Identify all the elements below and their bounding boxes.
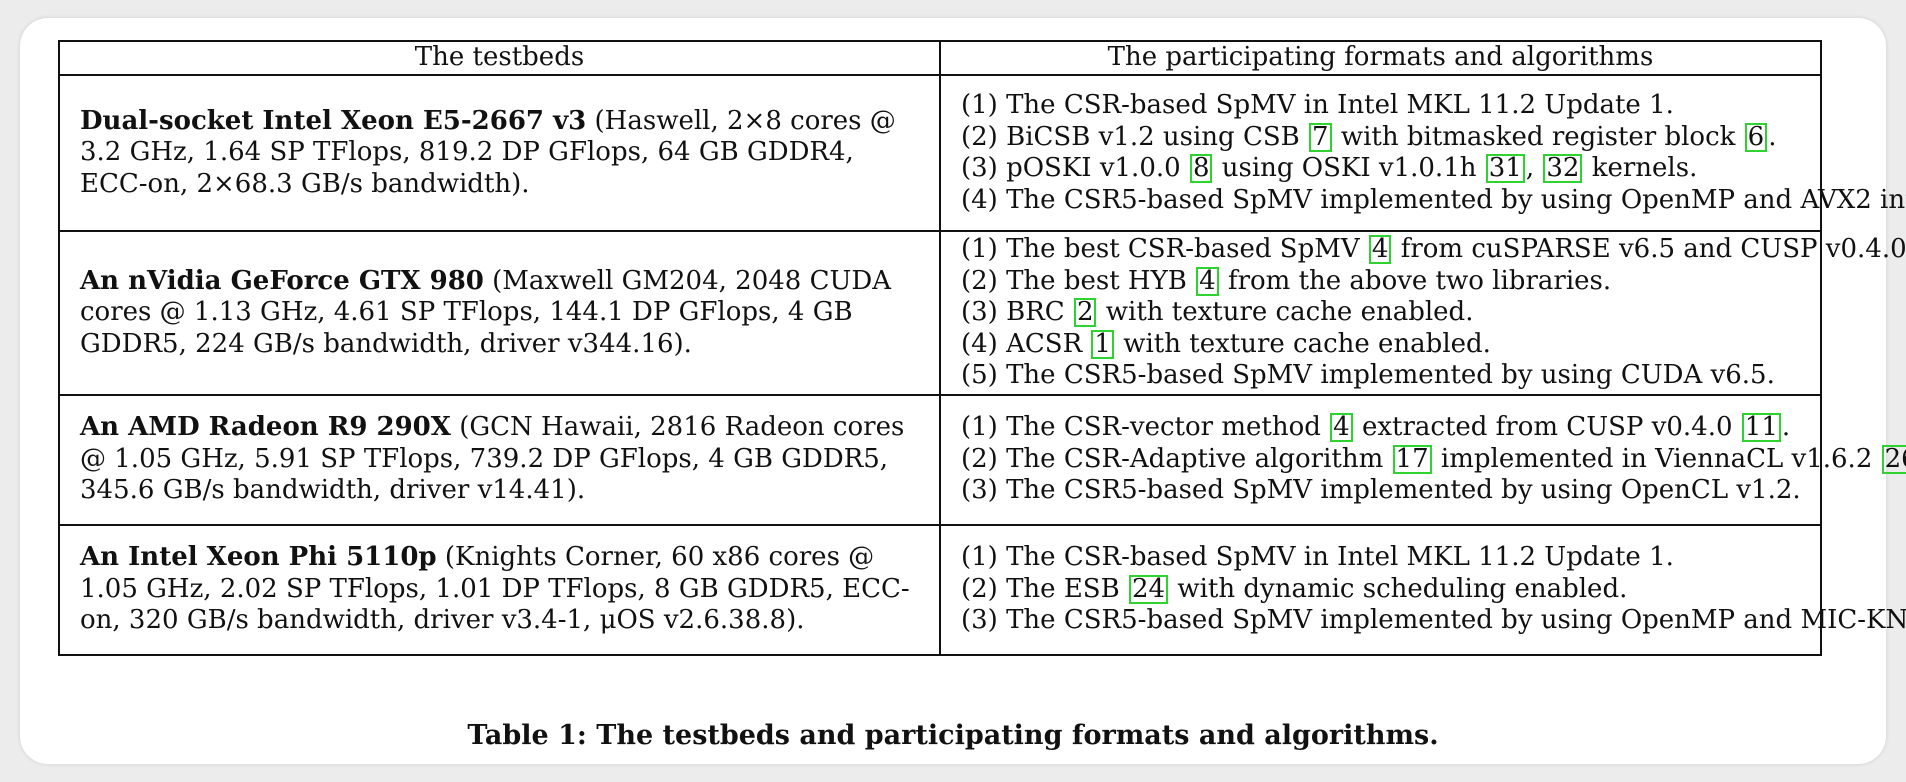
formats-cell: (1) The CSR-vector method 4 extracted fr…	[939, 393, 1906, 526]
table-body: Dual-socket Intel Xeon E5-2667 v3 (Haswe…	[58, 74, 1906, 656]
testbed-name: An nVidia GeForce GTX 980	[80, 265, 484, 296]
header-formats: The participating formats and algorithms	[939, 40, 1822, 76]
algorithm-text: using OSKI v1.0.1h	[1213, 153, 1485, 183]
algorithm-text: (2) The ESB	[961, 573, 1128, 604]
algorithm-item: (1) The CSR-based SpMV in Intel MKL 11.2…	[961, 90, 1812, 122]
algorithm-item: (4) The CSR5-based SpMV implemented by u…	[961, 185, 1906, 217]
testbed-name: An Intel Xeon Phi 5110p	[80, 542, 437, 573]
citation-link[interactable]: 4	[1330, 413, 1353, 443]
table-header-row: The testbeds The participating formats a…	[58, 40, 1822, 76]
testbed-cell: An nVidia GeForce GTX 980 (Maxwell GM204…	[58, 230, 941, 396]
algorithm-text: from the above two libraries.	[1219, 265, 1612, 296]
algorithm-text: (1) The CSR-based SpMV in Intel MKL 11.2…	[961, 90, 1674, 120]
algorithm-item: (2) The CSR-Adaptive algorithm 17 implem…	[961, 443, 1906, 476]
citation-link[interactable]: 32	[1543, 154, 1583, 183]
table-row: An AMD Radeon R9 290X (GCN Hawaii, 2816 …	[58, 393, 1906, 526]
table-caption: Table 1: The testbeds and participating …	[467, 720, 1439, 751]
testbed-specs: (Haswell, 2×8 cores @ 3.2 GHz, 1.64 SP T…	[80, 105, 896, 199]
algorithm-text: from cuSPARSE v6.5 and CUSP v0.4.0	[1392, 234, 1906, 264]
algorithm-text: (2) BiCSB v1.2 using CSB	[961, 121, 1309, 152]
algorithm-item: (5) The CSR5-based SpMV implemented by u…	[961, 360, 1812, 392]
algorithm-text: with texture cache enabled.	[1114, 328, 1491, 359]
algorithm-text: extracted from CUSP v0.4.0	[1353, 412, 1741, 443]
testbed-name: Dual-socket Intel Xeon E5-2667 v3	[80, 105, 587, 136]
testbed-specs: (GCN Hawaii, 2816 Radeon cores @ 1.05 GH…	[80, 412, 905, 506]
testbed-cell: Dual-socket Intel Xeon E5-2667 v3 (Haswe…	[58, 74, 941, 232]
testbed-name: An AMD Radeon R9 290X	[80, 412, 451, 443]
table-row: An Intel Xeon Phi 5110p (Knights Corner,…	[58, 523, 1906, 656]
algorithm-text: (2) The best HYB	[961, 265, 1196, 296]
citation-link[interactable]: 7	[1309, 122, 1332, 152]
algorithm-text: implemented in ViennaCL v1.6.2	[1432, 443, 1881, 474]
algorithm-item: (1) The best CSR-based SpMV 4 from cuSPA…	[961, 234, 1906, 266]
algorithm-item: (2) BiCSB v1.2 using CSB 7 with bitmaske…	[961, 122, 1812, 154]
citation-link[interactable]: 8	[1189, 154, 1213, 183]
table-row: An nVidia GeForce GTX 980 (Maxwell GM204…	[58, 230, 1906, 396]
citation-link[interactable]: 4	[1196, 266, 1219, 296]
algorithm-text: ,	[1525, 153, 1543, 183]
algorithm-item: (4) ACSR 1 with texture cache enabled.	[961, 329, 1812, 361]
algorithm-text: (4) ACSR	[961, 328, 1091, 359]
citation-link[interactable]: 4	[1368, 235, 1392, 264]
algorithm-text: (5) The CSR5-based SpMV implemented by u…	[961, 360, 1775, 390]
citation-link[interactable]: 11	[1741, 413, 1781, 443]
algorithm-text: (4) The CSR5-based SpMV implemented by u…	[961, 184, 1906, 215]
citation-link[interactable]: 1	[1091, 329, 1114, 359]
algorithm-text: with dynamic scheduling enabled.	[1169, 573, 1628, 604]
algorithm-text: (3) BRC	[961, 297, 1073, 327]
citation-link[interactable]: 26	[1881, 444, 1906, 474]
formats-cell: (1) The CSR-based SpMV in Intel MKL 11.2…	[939, 74, 1906, 232]
testbeds-table: The testbeds The participating formats a…	[58, 40, 1906, 656]
testbed-specs: (Maxwell GM204, 2048 CUDA cores @ 1.13 G…	[80, 265, 892, 359]
algorithm-text: (1) The best CSR-based SpMV	[961, 234, 1368, 264]
algorithm-item: (1) The CSR-based SpMV in Intel MKL 11.2…	[961, 542, 1812, 574]
table-row: Dual-socket Intel Xeon E5-2667 v3 (Haswe…	[58, 74, 1906, 232]
citation-link[interactable]: 24	[1129, 574, 1169, 604]
citation-link[interactable]: 31	[1485, 154, 1525, 183]
testbed-cell: An AMD Radeon R9 290X (GCN Hawaii, 2816 …	[58, 393, 941, 526]
algorithm-item: (3) The CSR5-based SpMV implemented by u…	[961, 475, 1812, 507]
algorithm-text: (1) The CSR-based SpMV in Intel MKL 11.2…	[961, 542, 1674, 573]
algorithm-text: .	[1768, 121, 1777, 152]
algorithm-item: (3) The CSR5-based SpMV implemented by u…	[961, 605, 1906, 637]
citation-link[interactable]: 6	[1744, 122, 1768, 152]
testbed-cell: An Intel Xeon Phi 5110p (Knights Corner,…	[58, 523, 941, 656]
formats-cell: (1) The CSR-based SpMV in Intel MKL 11.2…	[939, 523, 1906, 656]
algorithm-item: (3) pOSKI v1.0.0 8 using OSKI v1.0.1h 31…	[961, 153, 1812, 185]
algorithm-text: .	[1781, 412, 1791, 443]
algorithm-text: (3) The CSR5-based SpMV implemented by u…	[961, 475, 1801, 506]
algorithm-text: kernels.	[1583, 153, 1698, 183]
algorithm-item: (3) BRC 2 with texture cache enabled.	[961, 297, 1812, 329]
algorithm-text: (1) The CSR-vector method	[961, 412, 1330, 443]
citation-link[interactable]: 2	[1073, 298, 1097, 327]
algorithm-text: (3) pOSKI v1.0.0	[961, 153, 1189, 183]
algorithm-text: (3) The CSR5-based SpMV implemented by u…	[961, 605, 1906, 636]
algorithm-text: with texture cache enabled.	[1097, 297, 1474, 327]
citation-link[interactable]: 17	[1392, 444, 1432, 474]
algorithm-text: (2) The CSR-Adaptive algorithm	[961, 443, 1392, 474]
algorithm-item: (1) The CSR-vector method 4 extracted fr…	[961, 412, 1812, 444]
algorithm-item: (2) The ESB 24 with dynamic scheduling e…	[961, 574, 1812, 606]
algorithm-text: with bitmasked register block	[1332, 121, 1744, 152]
testbed-specs: (Knights Corner, 60 x86 cores @ 1.05 GHz…	[80, 542, 910, 636]
formats-cell: (1) The best CSR-based SpMV 4 from cuSPA…	[939, 230, 1906, 396]
header-testbeds: The testbeds	[58, 40, 941, 76]
algorithm-item: (2) The best HYB 4 from the above two li…	[961, 266, 1812, 298]
